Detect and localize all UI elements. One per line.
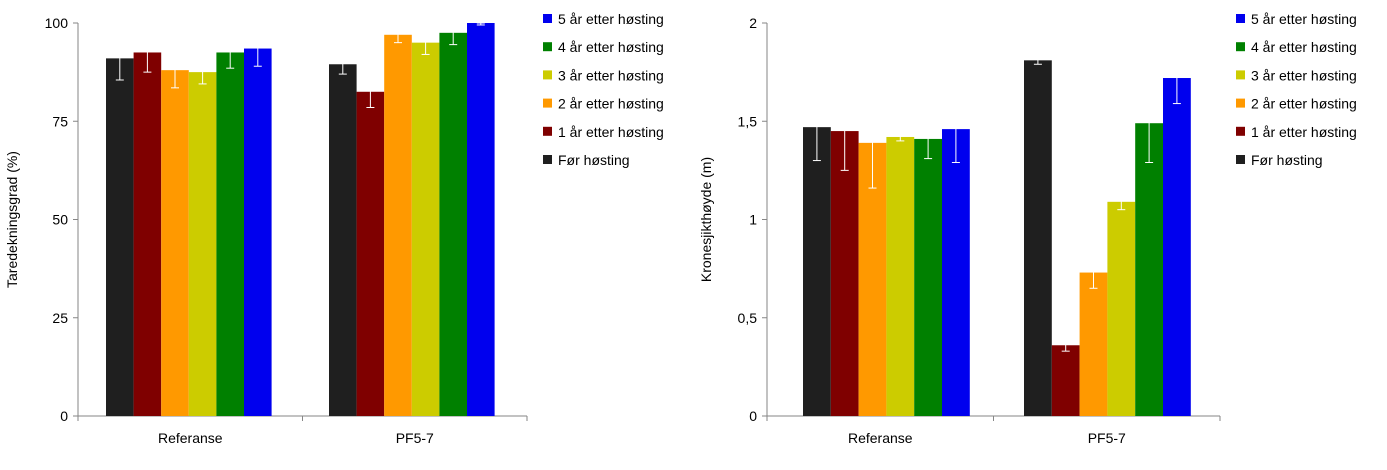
chart-kronesjikthoyde: 0 0,5 1 1,5 2 Referanse PF5-7 Kronesjikthøyde (… xyxy=(698,11,1357,446)
y-tick-label: 25 xyxy=(52,310,68,326)
y-tick-label: 1,5 xyxy=(738,113,758,129)
legend-entry: 5 år etter høsting xyxy=(1251,11,1357,27)
bar xyxy=(244,48,272,417)
y-tick-label: 0 xyxy=(749,408,757,424)
bar xyxy=(914,138,942,416)
legend-swatch xyxy=(543,70,552,80)
legend-swatch xyxy=(543,42,552,52)
legend-entry: 4 år etter høsting xyxy=(558,39,664,55)
legend-entry: 3 år etter høsting xyxy=(1251,67,1357,83)
legend-swatch xyxy=(543,126,552,136)
bar xyxy=(188,72,217,416)
bar xyxy=(803,127,831,417)
legend-swatch xyxy=(543,14,552,23)
y-tick-label: 0,5 xyxy=(738,310,758,326)
bar xyxy=(886,136,915,416)
legend-swatch xyxy=(1236,42,1245,52)
y-tick-label: 2 xyxy=(749,15,757,31)
x-category-label: PF5-7 xyxy=(1088,430,1126,446)
bar xyxy=(1107,201,1136,416)
y-tick-label: 1 xyxy=(749,212,757,228)
legend-entry: 5 år etter høsting xyxy=(558,11,664,27)
legend-entry: 2 år etter høsting xyxy=(1251,96,1357,112)
legend-swatch xyxy=(1236,98,1245,108)
legend-entry: 4 år etter høsting xyxy=(1251,39,1357,55)
bar xyxy=(1135,123,1163,416)
bar xyxy=(356,91,385,417)
bar xyxy=(942,129,970,417)
bar xyxy=(216,52,244,416)
bar xyxy=(439,32,467,416)
legend-swatch xyxy=(1236,70,1245,80)
legend-entry: 3 år etter høsting xyxy=(558,67,664,83)
legend-entry: Før høsting xyxy=(1251,152,1323,168)
bar xyxy=(1163,78,1191,417)
x-category-label: Referanse xyxy=(848,430,913,446)
bar xyxy=(467,23,495,416)
y-axis-title: Taredekningsgrad (%) xyxy=(4,151,20,288)
y-tick-label: 0 xyxy=(60,408,68,424)
bar xyxy=(1051,345,1080,416)
x-category-label: PF5-7 xyxy=(396,430,434,446)
bar xyxy=(329,64,357,416)
y-axis-title: Kronesjikthøyde (m) xyxy=(698,157,714,282)
legend-swatch xyxy=(1236,14,1245,23)
chart-taredekningsgrad: 0 25 50 75 100 Referanse PF5-7 Taredekningsgrad… xyxy=(4,11,664,446)
bar xyxy=(830,131,859,416)
legend-entry: 2 år etter høsting xyxy=(558,96,664,112)
y-tick-label: 50 xyxy=(52,212,68,228)
legend-swatch xyxy=(543,98,552,108)
legend-swatch xyxy=(1236,126,1245,136)
legend-entry: Før høsting xyxy=(558,152,630,168)
legend-entry: 1 år etter høsting xyxy=(558,124,664,140)
bar xyxy=(384,34,412,416)
bar xyxy=(133,52,162,416)
x-category-label: Referanse xyxy=(158,430,223,446)
bar xyxy=(106,58,134,417)
bar xyxy=(1024,60,1052,417)
bar xyxy=(1079,272,1108,416)
bar xyxy=(411,42,440,417)
y-tick-label: 75 xyxy=(52,113,68,129)
legend-entry: 1 år etter høsting xyxy=(1251,124,1357,140)
y-tick-label: 100 xyxy=(45,15,69,31)
bar xyxy=(161,70,189,416)
legend-swatch xyxy=(543,155,552,164)
legend-swatch xyxy=(1236,155,1245,164)
